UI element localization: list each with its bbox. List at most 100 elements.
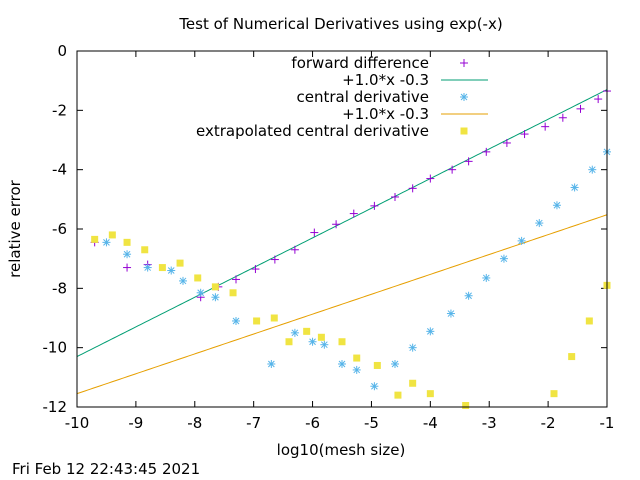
series-2-point bbox=[179, 276, 187, 285]
plot-area bbox=[76, 87, 611, 410]
series-0-point bbox=[232, 275, 240, 284]
series-0-point bbox=[391, 192, 399, 201]
x-tick-label: -2 bbox=[541, 414, 556, 432]
series-2-point bbox=[517, 236, 526, 245]
y-tick-label: -4 bbox=[52, 161, 67, 179]
marker-stroke bbox=[371, 382, 378, 390]
marker-fill bbox=[373, 361, 381, 369]
series-4-point bbox=[194, 274, 202, 282]
series-4-point bbox=[353, 354, 361, 362]
legend-label: extrapolated central derivative bbox=[196, 122, 429, 140]
marker-fill bbox=[176, 259, 184, 267]
x-tick-label: -8 bbox=[187, 414, 202, 432]
series-4-point bbox=[176, 259, 184, 267]
y-axis-label: relative error bbox=[6, 179, 24, 277]
series-0-point bbox=[464, 157, 473, 166]
series-1-fit-line bbox=[76, 89, 608, 358]
legend-label: +1.0*x -0.3 bbox=[342, 71, 429, 89]
marker-fill bbox=[585, 317, 593, 325]
marker-fill bbox=[194, 274, 202, 282]
marker-stroke bbox=[482, 274, 490, 282]
series-0-point bbox=[426, 174, 435, 183]
series-4-point bbox=[253, 317, 261, 325]
series-4-point bbox=[270, 314, 278, 322]
series-2-point bbox=[482, 273, 491, 282]
marker-fill bbox=[158, 264, 166, 272]
series-2-point bbox=[464, 291, 473, 300]
series-4-point bbox=[285, 338, 293, 346]
series-0-point bbox=[558, 113, 567, 122]
series-2-point bbox=[338, 359, 346, 368]
marker-stroke bbox=[518, 237, 525, 245]
series-2-point bbox=[320, 340, 329, 349]
series-0-point bbox=[502, 138, 511, 147]
x-tick-label: -4 bbox=[423, 414, 438, 432]
marker-fill bbox=[568, 353, 576, 361]
legend-marker-sample bbox=[460, 59, 468, 67]
series-2-point bbox=[102, 238, 111, 247]
marker-fill bbox=[353, 354, 361, 362]
legend-label: central derivative bbox=[297, 88, 429, 106]
marker-stroke bbox=[460, 93, 468, 101]
marker-fill bbox=[211, 283, 219, 291]
x-tick-label: -5 bbox=[364, 414, 379, 432]
marker-stroke bbox=[500, 255, 508, 263]
series-4-point bbox=[394, 391, 402, 399]
x-tick-label: -3 bbox=[482, 414, 497, 432]
series-4-point bbox=[373, 361, 381, 369]
marker-fill bbox=[123, 238, 131, 246]
marker-stroke bbox=[309, 338, 316, 346]
timestamp: Fri Feb 12 22:43:45 2021 bbox=[12, 460, 201, 478]
series-0-point bbox=[349, 209, 358, 218]
marker-fill bbox=[550, 390, 558, 398]
series-2-point bbox=[370, 382, 379, 391]
y-tick-label: -6 bbox=[52, 220, 67, 238]
marker-stroke bbox=[212, 293, 219, 301]
legend-label: forward difference bbox=[291, 54, 429, 72]
legend-marker-sample bbox=[460, 127, 468, 135]
series-4-point bbox=[409, 379, 417, 387]
marker-fill bbox=[426, 390, 434, 398]
marker-fill bbox=[317, 333, 325, 341]
series-4-point bbox=[229, 289, 237, 297]
series-0-point bbox=[332, 220, 341, 229]
y-tick-label: -12 bbox=[43, 398, 68, 416]
series-4-point bbox=[585, 317, 593, 325]
y-tick-label: -2 bbox=[52, 101, 67, 119]
marker-fill bbox=[229, 289, 237, 297]
marker-stroke bbox=[426, 327, 434, 335]
series-2-point bbox=[446, 309, 455, 318]
series-0-point bbox=[123, 263, 132, 272]
marker-stroke bbox=[320, 341, 328, 349]
marker-stroke bbox=[588, 166, 596, 174]
series-2-point bbox=[211, 293, 220, 302]
series-2-point bbox=[570, 183, 579, 192]
marker-stroke bbox=[571, 184, 578, 191]
marker-stroke bbox=[447, 310, 455, 317]
series-0-point bbox=[408, 184, 417, 193]
series-0-point bbox=[310, 228, 319, 237]
marker-fill bbox=[108, 231, 116, 239]
series-2-point bbox=[408, 343, 417, 352]
series-4-point bbox=[211, 283, 219, 291]
marker-stroke bbox=[338, 360, 346, 368]
series-2-point bbox=[267, 359, 276, 368]
series-4-point bbox=[141, 246, 149, 254]
marker-stroke bbox=[197, 289, 205, 297]
y-tick-label: 0 bbox=[57, 42, 67, 60]
y-tick-label: -10 bbox=[43, 339, 68, 357]
x-tick-label: -9 bbox=[128, 414, 143, 432]
marker-fill bbox=[338, 338, 346, 346]
marker-stroke bbox=[291, 329, 299, 337]
axis-ticks: -10 -9 -8 -7 -6 -5 -4 -3 -2 -10-2-4-6-8-10-12 bbox=[43, 42, 615, 432]
series-0-point bbox=[370, 201, 379, 210]
series-4-point bbox=[91, 235, 99, 243]
series-4-point bbox=[158, 264, 166, 272]
marker-stroke bbox=[391, 360, 399, 368]
series-0-point bbox=[520, 130, 529, 139]
marker-stroke bbox=[144, 264, 152, 271]
series-0-point bbox=[270, 255, 279, 264]
series-2-point bbox=[552, 201, 561, 210]
legend-marker-sample bbox=[460, 93, 468, 101]
